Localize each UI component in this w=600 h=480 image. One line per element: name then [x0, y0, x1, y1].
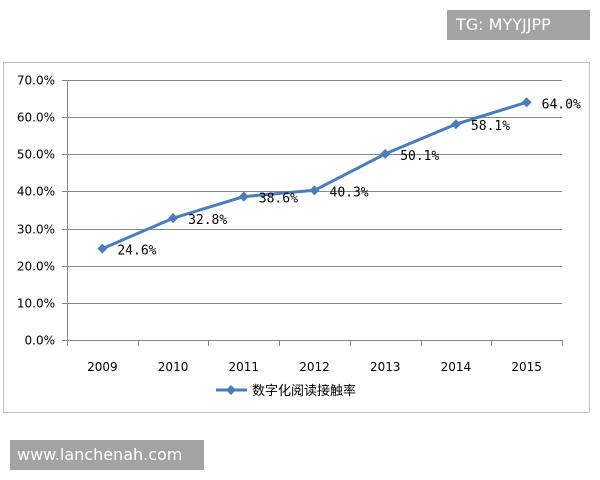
y-tick-label: 40.0%: [17, 185, 55, 199]
chart-frame: [3, 62, 590, 413]
data-label: 24.6%: [117, 244, 156, 259]
watermark-bottom-left: www.lanchenah.com: [10, 440, 204, 470]
legend-label: 数字化阅读接触率: [252, 383, 356, 399]
axes: [62, 80, 563, 346]
data-label: 32.8%: [188, 213, 227, 228]
data-point-marker: [238, 191, 249, 202]
x-tick-label: 2011: [229, 360, 260, 374]
x-tick-label: 2009: [87, 360, 118, 374]
y-tick-label: 10.0%: [17, 297, 55, 311]
y-tick-label: 60.0%: [17, 111, 55, 125]
y-tick-label: 20.0%: [17, 260, 55, 274]
data-point-marker: [309, 185, 320, 196]
data-point-marker: [380, 148, 391, 159]
data-point-marker: [168, 213, 179, 224]
x-tick-label: 2012: [299, 360, 330, 374]
watermark-top-right: TG: MYYJJPP: [447, 10, 590, 40]
data-label: 38.6%: [259, 192, 298, 207]
data-point-marker: [521, 97, 532, 108]
x-tick-label: 2014: [441, 360, 472, 374]
y-tick-label: 70.0%: [17, 74, 55, 88]
data-labels: 24.6% 32.8% 38.6% 40.3% 50.1% 58.1% 64.0%: [117, 97, 581, 258]
y-axis-tick-labels: 0.0% 10.0% 20.0% 30.0% 40.0% 50.0% 60.0% 70.0%: [17, 74, 55, 348]
y-tick-label: 50.0%: [17, 148, 55, 162]
x-axis-tick-labels: 2009 2010 2011 2012 2013 2014 2015: [87, 360, 542, 374]
data-label: 50.1%: [400, 149, 439, 164]
data-label: 58.1%: [471, 119, 510, 134]
x-tick-label: 2010: [158, 360, 189, 374]
data-label: 64.0%: [542, 97, 581, 112]
data-label: 40.3%: [330, 185, 369, 200]
legend-diamond-marker: [226, 385, 236, 395]
data-point-marker: [97, 243, 108, 254]
y-tick-label: 30.0%: [17, 223, 55, 237]
series: [97, 97, 532, 254]
y-tick-label: 0.0%: [25, 334, 56, 348]
x-tick-label: 2015: [511, 360, 542, 374]
data-point-marker: [450, 119, 461, 130]
legend: 数字化阅读接触率: [216, 383, 356, 399]
x-tick-label: 2013: [370, 360, 401, 374]
